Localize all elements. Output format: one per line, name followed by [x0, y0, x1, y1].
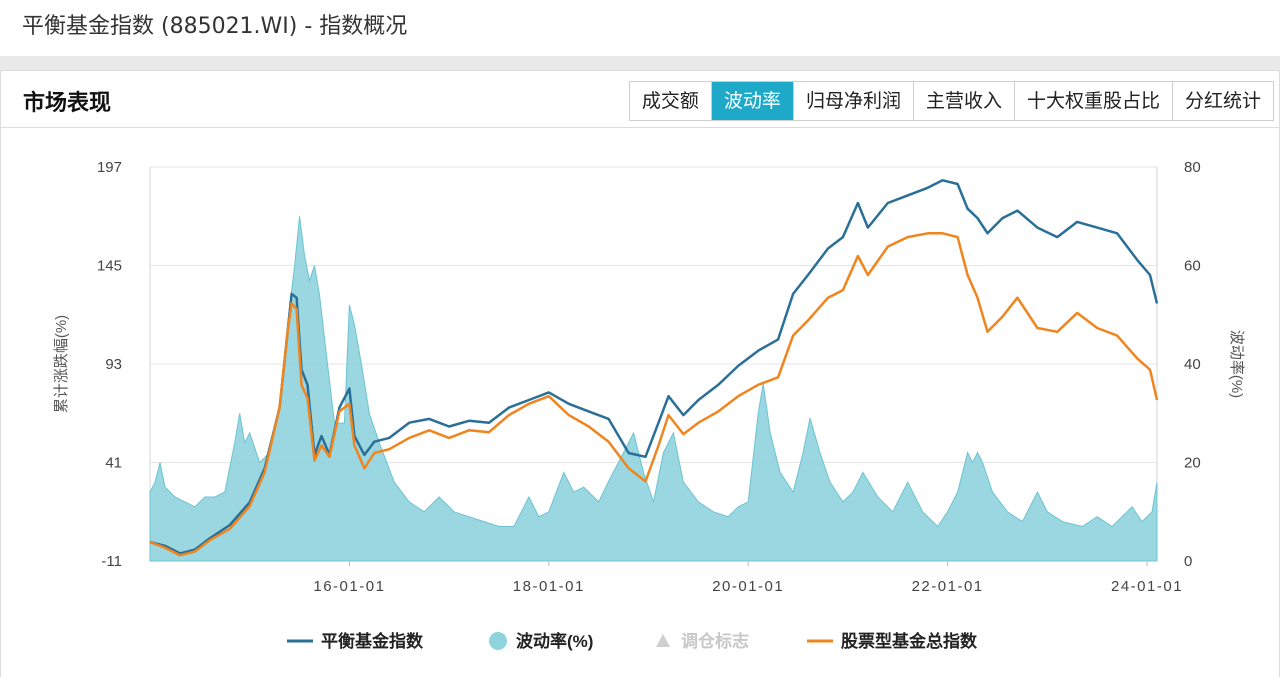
y-right-tick-label: 0 [1184, 553, 1192, 570]
y-right-tick-label: 60 [1184, 258, 1201, 275]
volatility-area-layer [149, 216, 1158, 562]
tab-dividend[interactable]: 分红统计 [1172, 82, 1274, 120]
panel-header: 市场表现 成交额 波动率 归母净利润 主营收入 十大权重股占比 分红统计 [1, 71, 1279, 128]
y-right-tick-label: 80 [1184, 159, 1201, 176]
y-left-tick-label: 41 [105, 455, 122, 472]
section-title: 市场表现 [23, 91, 112, 116]
x-tick-label: 22-01-01 [912, 578, 984, 595]
legend-label: 平衡基金指数 [321, 631, 424, 651]
legend: 平衡基金指数 波动率(%) 调仓标志 股票型基金总指数 [287, 631, 978, 651]
y-left-tick-label: 197 [97, 159, 122, 176]
axis-layer: 197 80 145 60 93 40 41 20 -11 0 16-01-01 18-01-01 20… [97, 159, 1201, 595]
y-right-axis-label: 波动率(%) [1228, 330, 1245, 398]
y-left-axis-label: 累计涨跌幅(%) [53, 315, 70, 413]
legend-label: 调仓标志 [681, 631, 749, 651]
tab-turnover[interactable]: 成交额 [629, 82, 712, 120]
y-right-tick-label: 20 [1184, 455, 1201, 472]
y-right-tick-label: 40 [1184, 356, 1201, 373]
x-tick-label: 20-01-01 [712, 578, 784, 595]
legend-triangle-icon [656, 634, 670, 647]
x-tick-label: 18-01-01 [513, 578, 585, 595]
tab-volatility[interactable]: 波动率 [711, 82, 794, 120]
y-left-tick-label: 93 [105, 356, 122, 373]
tab-top10-weight[interactable]: 十大权重股占比 [1014, 82, 1173, 120]
y-left-tick-label: 145 [97, 258, 122, 275]
line-layer [149, 179, 1159, 557]
stock-fund-index-line [149, 232, 1159, 557]
legend-label: 波动率(%) [516, 631, 593, 651]
tab-net-profit[interactable]: 归母净利润 [793, 82, 914, 120]
separator-band [0, 56, 1280, 70]
market-chart: 197 80 145 60 93 40 41 20 -11 0 16-01-01 18-01-01 20… [53, 159, 1245, 651]
legend-circle-icon [489, 632, 507, 650]
x-tick-label: 16-01-01 [313, 578, 385, 595]
metric-tabs: 成交额 波动率 归母净利润 主营收入 十大权重股占比 分红统计 [628, 81, 1274, 121]
legend-label: 股票型基金总指数 [841, 631, 978, 651]
volatility-area [149, 216, 1158, 562]
y-left-tick-label: -11 [101, 553, 122, 570]
page-title: 平衡基金指数 (885021.WI) - 指数概况 [22, 14, 408, 39]
market-performance-panel: 市场表现 成交额 波动率 归母净利润 主营收入 十大权重股占比 分红统计 [0, 70, 1280, 677]
tab-revenue[interactable]: 主营收入 [913, 82, 1015, 120]
x-tick-label: 24-01-01 [1111, 578, 1183, 595]
